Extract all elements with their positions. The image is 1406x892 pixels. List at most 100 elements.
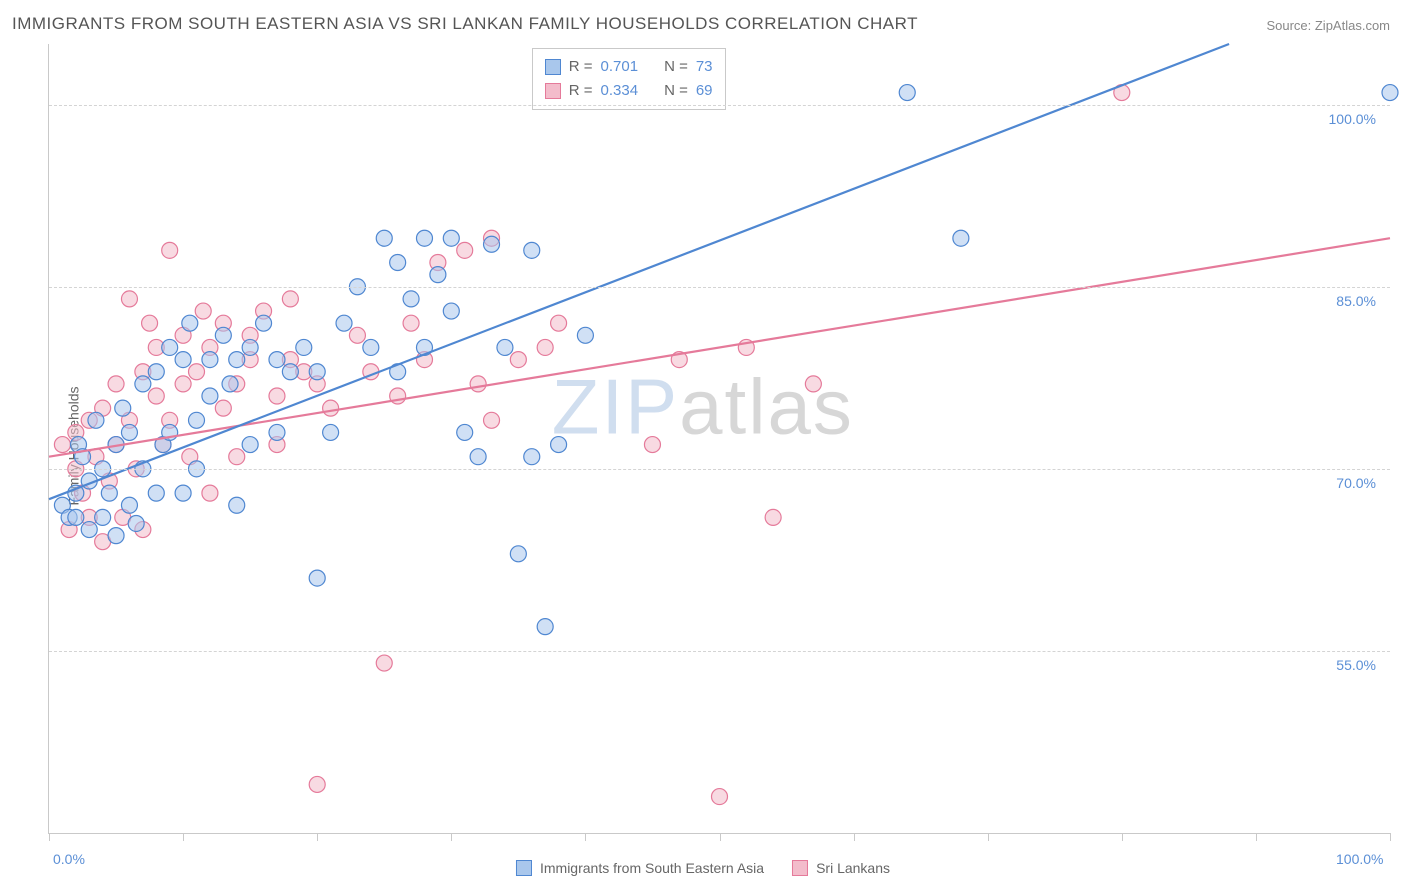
- data-point: [182, 315, 198, 331]
- data-point: [537, 619, 553, 635]
- data-point: [323, 424, 339, 440]
- data-point: [229, 352, 245, 368]
- gridline: [49, 105, 1390, 106]
- data-point: [309, 570, 325, 586]
- r-value-blue: 0.701: [601, 55, 639, 79]
- data-point: [148, 364, 164, 380]
- data-point: [309, 776, 325, 792]
- data-point: [222, 376, 238, 392]
- data-point: [403, 291, 419, 307]
- data-point: [484, 236, 500, 252]
- data-point: [189, 364, 205, 380]
- data-point: [551, 437, 567, 453]
- swatch-blue-icon: [545, 59, 561, 75]
- data-point: [128, 515, 144, 531]
- data-point: [282, 364, 298, 380]
- plot-wrapper: ZIPatlas R = 0.701 N = 73 R = 0.334 N = …: [48, 44, 1390, 834]
- data-point: [363, 339, 379, 355]
- data-point: [135, 376, 151, 392]
- data-point: [376, 655, 392, 671]
- data-point: [115, 400, 131, 416]
- data-point: [577, 327, 593, 343]
- data-point: [162, 242, 178, 258]
- legend-label-pink: Sri Lankans: [816, 860, 890, 876]
- swatch-pink-icon: [792, 860, 808, 876]
- ytick-label: 100.0%: [1329, 111, 1376, 127]
- legend-item-blue: Immigrants from South Eastern Asia: [516, 860, 764, 876]
- data-point: [242, 339, 258, 355]
- trend-line: [49, 44, 1229, 499]
- data-point: [175, 485, 191, 501]
- legend-label-blue: Immigrants from South Eastern Asia: [540, 860, 764, 876]
- data-point: [121, 291, 137, 307]
- data-point: [805, 376, 821, 392]
- data-point: [765, 509, 781, 525]
- data-point: [269, 352, 285, 368]
- data-point: [189, 412, 205, 428]
- data-point: [712, 789, 728, 805]
- xtick: [1256, 833, 1257, 841]
- ytick-label: 85.0%: [1336, 293, 1376, 309]
- data-point: [403, 315, 419, 331]
- data-point: [443, 230, 459, 246]
- xtick: [183, 833, 184, 841]
- data-point: [175, 352, 191, 368]
- data-point: [376, 230, 392, 246]
- data-point: [269, 424, 285, 440]
- data-point: [510, 352, 526, 368]
- data-point: [202, 485, 218, 501]
- data-point: [108, 528, 124, 544]
- data-point: [430, 267, 446, 283]
- data-point: [899, 85, 915, 101]
- data-point: [336, 315, 352, 331]
- data-point: [88, 412, 104, 428]
- data-point: [296, 339, 312, 355]
- n-value-blue: 73: [696, 55, 713, 79]
- data-point: [215, 400, 231, 416]
- r-label: R =: [569, 79, 593, 103]
- xtick-label: 100.0%: [1336, 851, 1383, 867]
- data-point: [202, 388, 218, 404]
- data-point: [195, 303, 211, 319]
- gridline: [49, 651, 1390, 652]
- legend-item-pink: Sri Lankans: [792, 860, 890, 876]
- xtick: [854, 833, 855, 841]
- data-point: [121, 497, 137, 513]
- xtick: [988, 833, 989, 841]
- data-point: [510, 546, 526, 562]
- data-point: [1382, 85, 1398, 101]
- data-point: [142, 315, 158, 331]
- bottom-legend: Immigrants from South Eastern Asia Sri L…: [516, 860, 890, 876]
- data-point: [242, 437, 258, 453]
- data-point: [54, 437, 70, 453]
- data-point: [416, 230, 432, 246]
- swatch-blue-icon: [516, 860, 532, 876]
- xtick: [1122, 833, 1123, 841]
- data-point: [68, 509, 84, 525]
- data-point: [202, 352, 218, 368]
- stats-row-blue: R = 0.701 N = 73: [545, 55, 713, 79]
- data-point: [484, 412, 500, 428]
- chart-title: IMMIGRANTS FROM SOUTH EASTERN ASIA VS SR…: [12, 14, 918, 34]
- data-point: [81, 522, 97, 538]
- data-point: [108, 376, 124, 392]
- data-point: [121, 424, 137, 440]
- xtick: [1390, 833, 1391, 841]
- data-point: [457, 424, 473, 440]
- data-point: [95, 509, 111, 525]
- xtick: [585, 833, 586, 841]
- data-point: [457, 242, 473, 258]
- xtick: [317, 833, 318, 841]
- data-point: [148, 388, 164, 404]
- r-label: R =: [569, 55, 593, 79]
- data-point: [644, 437, 660, 453]
- data-point: [470, 449, 486, 465]
- data-point: [148, 485, 164, 501]
- data-point: [269, 388, 285, 404]
- data-point: [323, 400, 339, 416]
- data-point: [175, 376, 191, 392]
- stats-row-pink: R = 0.334 N = 69: [545, 79, 713, 103]
- data-point: [524, 242, 540, 258]
- n-label: N =: [664, 55, 688, 79]
- xtick: [49, 833, 50, 841]
